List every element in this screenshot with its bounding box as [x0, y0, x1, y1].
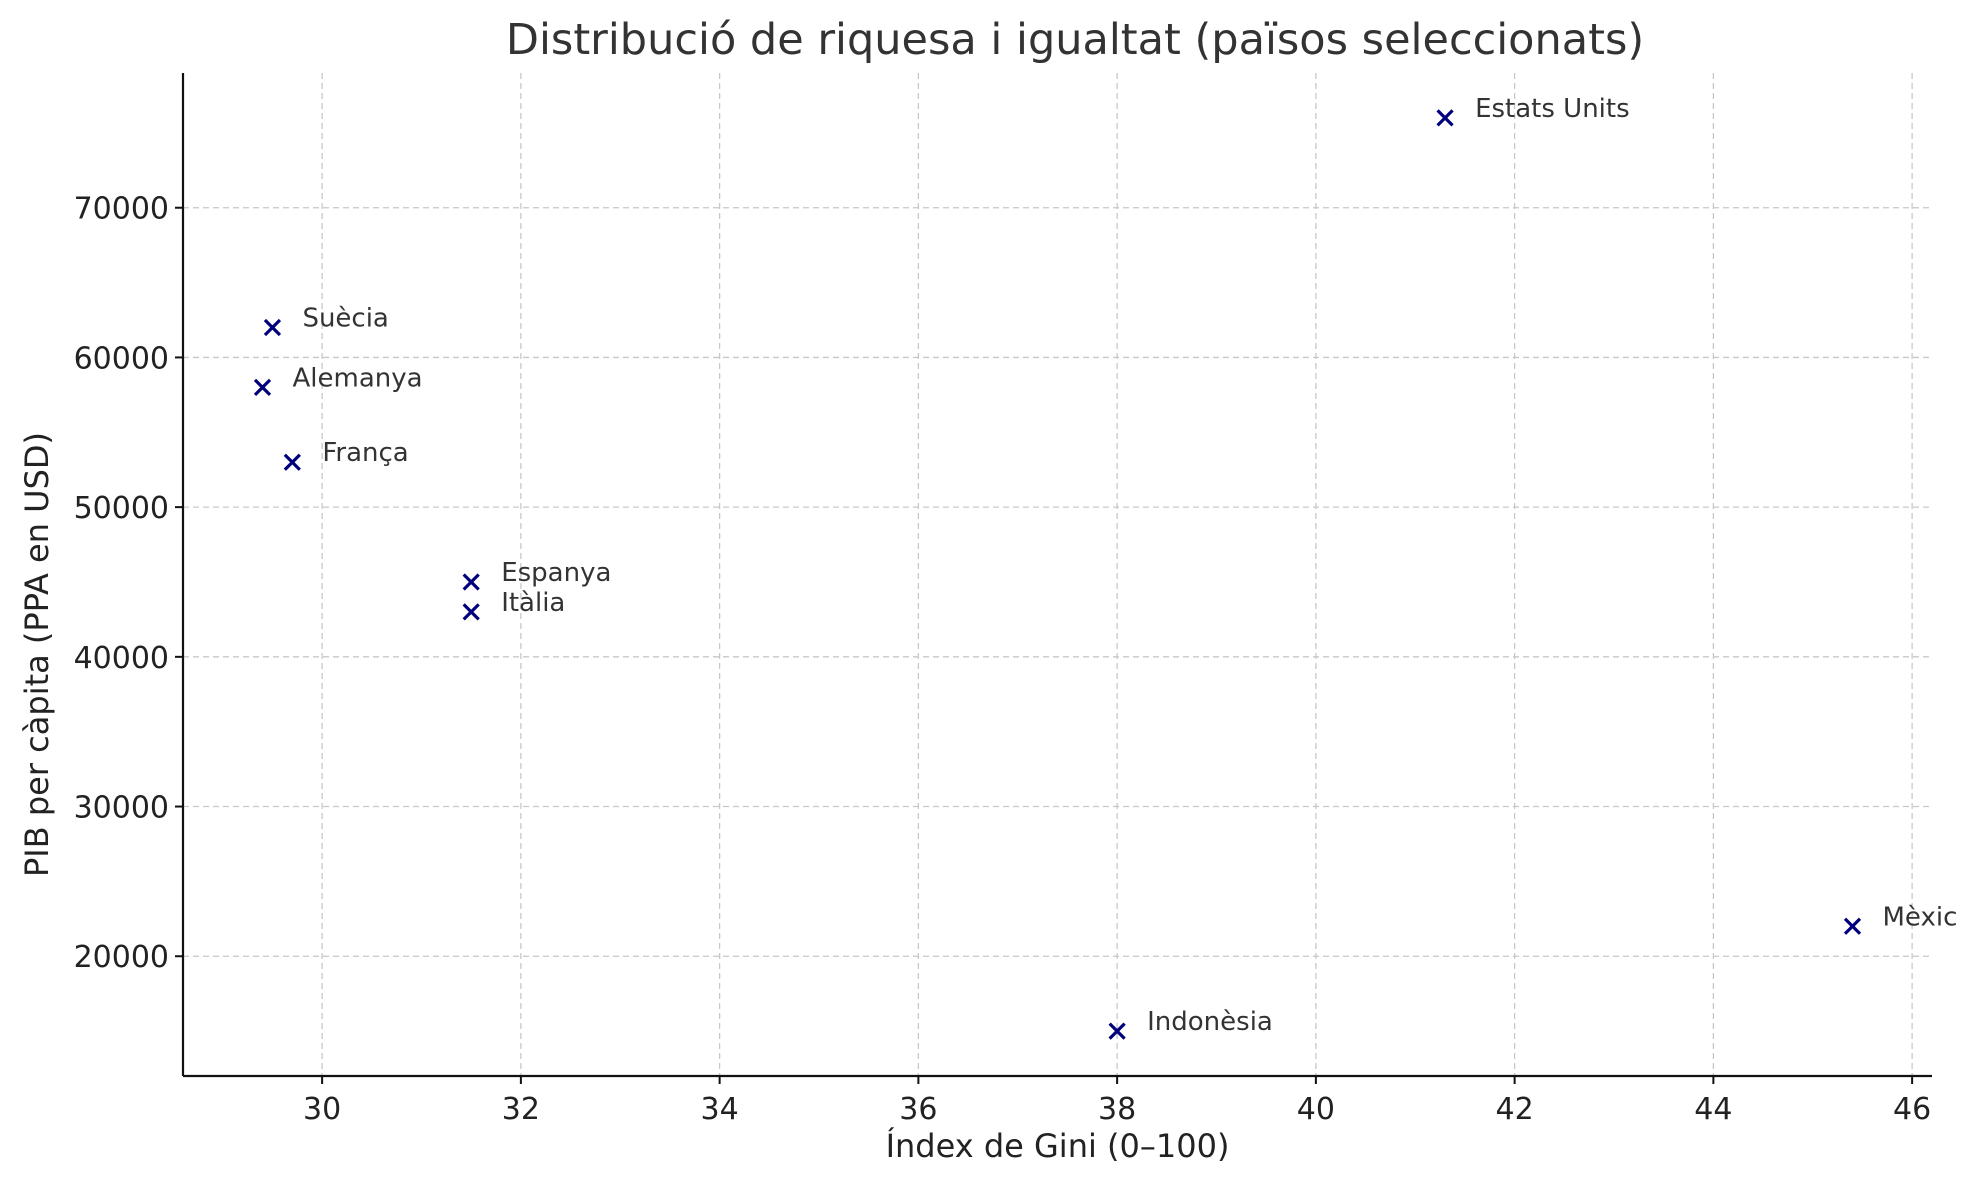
point-marker-stroke: [1436, 109, 1454, 127]
data-point: Espanya: [462, 558, 611, 591]
data-point: Alemanya: [253, 363, 423, 397]
axes: [181, 73, 1932, 1078]
point-label: Itàlia: [501, 588, 565, 618]
y-tick-label: 60000: [74, 341, 169, 376]
data-point: Itàlia: [462, 588, 565, 621]
point-label: Suècia: [302, 303, 388, 333]
data-point: Mèxic: [1843, 902, 1958, 935]
point-marker-stroke: [462, 603, 480, 621]
point-marker-stroke: [462, 573, 480, 591]
x-tick-label: 42: [1496, 1092, 1534, 1127]
y-tick-label: 70000: [74, 192, 169, 227]
point-label: Alemanya: [293, 363, 423, 393]
x-tick-label: 30: [303, 1092, 341, 1127]
x-tick-label: 38: [1098, 1092, 1136, 1127]
x-tick-label: 40: [1297, 1092, 1335, 1127]
point-marker-stroke: [283, 453, 301, 471]
x-tick-label: 44: [1694, 1092, 1732, 1127]
point-marker-stroke: [253, 378, 272, 397]
x-tick-label: 46: [1893, 1092, 1931, 1127]
y-tick-label: 30000: [74, 791, 169, 826]
tick-labels: 30 32 34 36 38 40 42 44 46 20000 30000 40000 50000 60…: [74, 192, 1932, 1127]
data-point: Indonèsia: [1108, 1007, 1273, 1040]
y-tick-label: 50000: [74, 491, 169, 526]
point-marker-stroke: [1108, 1022, 1126, 1040]
y-axis-label: PIB per càpita (PPA en USD): [18, 432, 56, 877]
point-marker-stroke: [263, 318, 282, 337]
point-marker-stroke: [1843, 917, 1862, 935]
chart-title: Distribució de riquesa i igualtat (païso…: [506, 15, 1644, 65]
y-tick-label: 40000: [74, 641, 169, 676]
data-point: França: [283, 438, 409, 471]
x-tick-label: 34: [701, 1092, 739, 1127]
point-label: Estats Units: [1475, 94, 1630, 124]
grid: [183, 73, 1932, 1076]
point-label: Mèxic: [1883, 902, 1958, 932]
point-label: Espanya: [501, 558, 611, 588]
data-point: Suècia: [263, 303, 389, 337]
data-point: Estats Units: [1436, 94, 1630, 127]
x-axis-label: Índex de Gini (0–100): [886, 1127, 1230, 1165]
point-label: Indonèsia: [1147, 1007, 1273, 1037]
x-tick-label: 32: [502, 1092, 540, 1127]
point-label: França: [322, 438, 408, 468]
x-tick-label: 36: [899, 1092, 937, 1127]
y-tick-label: 20000: [74, 940, 169, 975]
